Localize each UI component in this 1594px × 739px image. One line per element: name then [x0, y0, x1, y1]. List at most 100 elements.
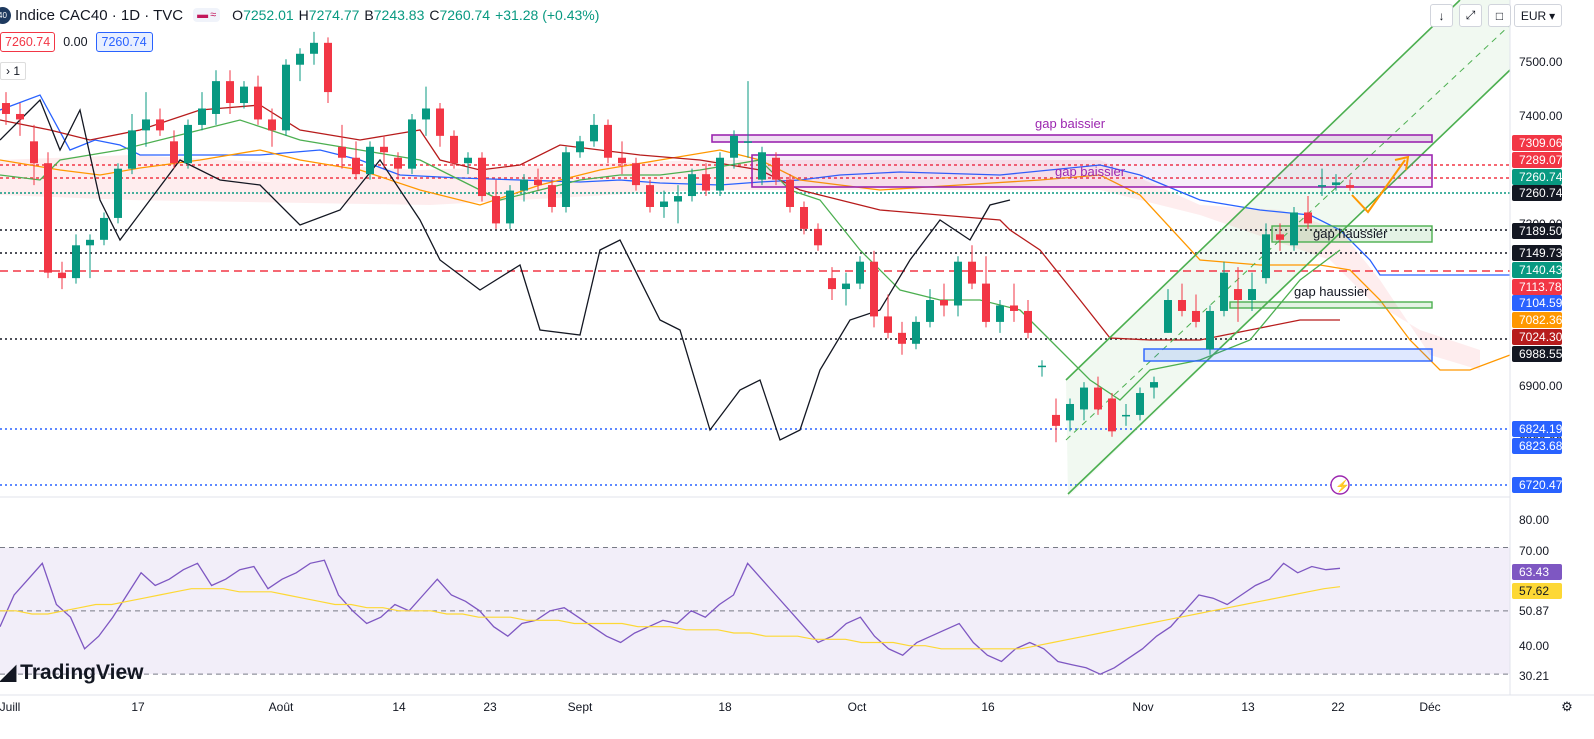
price-label: 6988.55 — [1512, 346, 1563, 362]
candle-body — [926, 300, 934, 322]
candle — [730, 130, 738, 169]
candle-body — [982, 283, 990, 322]
price-label-text: 7289.07 — [1519, 153, 1563, 167]
candle-body — [338, 146, 346, 158]
candle-body — [408, 119, 416, 169]
candle — [422, 86, 430, 136]
candle — [436, 103, 444, 147]
price-label-bg — [1512, 312, 1562, 328]
candle-body — [450, 135, 458, 164]
candle — [1304, 196, 1312, 229]
candle — [114, 163, 122, 224]
tradingview-logo[interactable]: ◢ TradingView — [0, 660, 143, 685]
gap-box — [711, 134, 1433, 143]
candle — [58, 261, 66, 290]
rsi-band — [0, 547, 1510, 675]
indicator-toggle[interactable]: ▬ ≈ — [193, 8, 221, 22]
lagging-line — [0, 98, 1011, 441]
candle-body — [1122, 414, 1130, 417]
channel-lower-line — [1067, 69, 1511, 495]
symbol-title[interactable]: Indice CAC40 · 1D · TVC — [15, 6, 184, 24]
candle — [352, 141, 360, 180]
price-label-bg — [1512, 295, 1562, 311]
price-label: 7260.74 — [1512, 169, 1563, 185]
download-icon[interactable]: ↓ — [1430, 4, 1453, 27]
candle — [310, 31, 318, 65]
price-label-text: 7309.06 — [1519, 136, 1563, 150]
price-label-text: 6720.47 — [1519, 478, 1563, 492]
price-tick: 80.00 — [1519, 513, 1549, 527]
candle — [870, 250, 878, 328]
wave-icon: ≈ — [210, 9, 217, 21]
candle — [898, 321, 906, 355]
candle — [72, 234, 80, 284]
candle-body — [1164, 300, 1172, 333]
candle-body — [128, 130, 136, 169]
candle-body — [688, 174, 696, 197]
candle-body — [1304, 212, 1312, 224]
candle — [254, 75, 262, 125]
candle-body — [576, 141, 584, 153]
price-label-text: 7140.43 — [1519, 263, 1563, 277]
price-label: 7149.73 — [1512, 245, 1563, 261]
currency-select[interactable]: EUR ▾ — [1514, 4, 1562, 27]
price-label-text: 7113.78 — [1519, 280, 1562, 294]
price-label-bg — [1512, 438, 1562, 454]
candle-body — [758, 152, 766, 180]
candle-body — [16, 113, 24, 120]
candle-body — [86, 239, 94, 246]
candle — [982, 256, 990, 328]
candle-body — [1290, 212, 1298, 246]
candle-body — [884, 316, 892, 333]
candle — [450, 130, 458, 169]
gap-annotation: gap haussier — [1294, 284, 1369, 299]
price-label-bg — [1512, 329, 1562, 345]
candle — [1150, 376, 1158, 399]
price-label-bg — [1512, 245, 1562, 261]
ichimoku-cloud — [0, 155, 1480, 370]
candle — [198, 92, 206, 131]
candle — [212, 70, 220, 125]
kijun-line — [0, 94, 1510, 276]
interval-input[interactable]: › 1 — [0, 62, 27, 80]
candle-body — [268, 119, 276, 131]
candle-body — [296, 53, 304, 65]
price-label-text: 6823.68 — [1519, 439, 1563, 453]
price-label-bg — [1512, 169, 1562, 185]
fullscreen-icon[interactable]: □ — [1488, 4, 1511, 27]
chevron-icon: › — [6, 64, 10, 78]
candle-body — [772, 157, 780, 180]
candle-body — [44, 163, 52, 273]
candle-body — [604, 124, 612, 158]
collapse-icon[interactable]: ⤢ — [1459, 4, 1482, 27]
candle — [590, 113, 598, 147]
time-tick: Août — [269, 700, 294, 714]
buy-price-button[interactable]: 7260.74 — [95, 32, 153, 52]
candle-body — [870, 261, 878, 317]
candle — [226, 70, 234, 114]
candle — [618, 141, 626, 175]
candle — [1164, 289, 1172, 333]
sell-price-button[interactable]: 7260.74 — [0, 32, 56, 52]
arrow-head-icon — [1394, 155, 1410, 171]
price-label-bg — [1512, 564, 1562, 580]
candle-body — [1332, 182, 1340, 186]
candle — [156, 108, 164, 136]
candle — [1248, 272, 1256, 311]
candle — [296, 48, 304, 82]
price-label-bg — [1512, 135, 1562, 151]
candle-body — [786, 179, 794, 207]
candle-body — [534, 179, 542, 186]
settings-gear-icon: ⚙ — [1561, 699, 1573, 714]
candle-body — [1346, 185, 1354, 188]
price-label-text: 7260.74 — [1519, 170, 1563, 184]
price-label-text: 6988.55 — [1519, 347, 1563, 361]
channel-fill — [1066, 0, 1510, 497]
gap-annotation: gap baissier — [1035, 116, 1106, 131]
time-tick: Déc — [1419, 700, 1440, 714]
candle-body — [800, 206, 808, 229]
candle — [548, 179, 556, 213]
candle — [1024, 300, 1032, 339]
price-label-text: 7082.36 — [1519, 313, 1563, 327]
